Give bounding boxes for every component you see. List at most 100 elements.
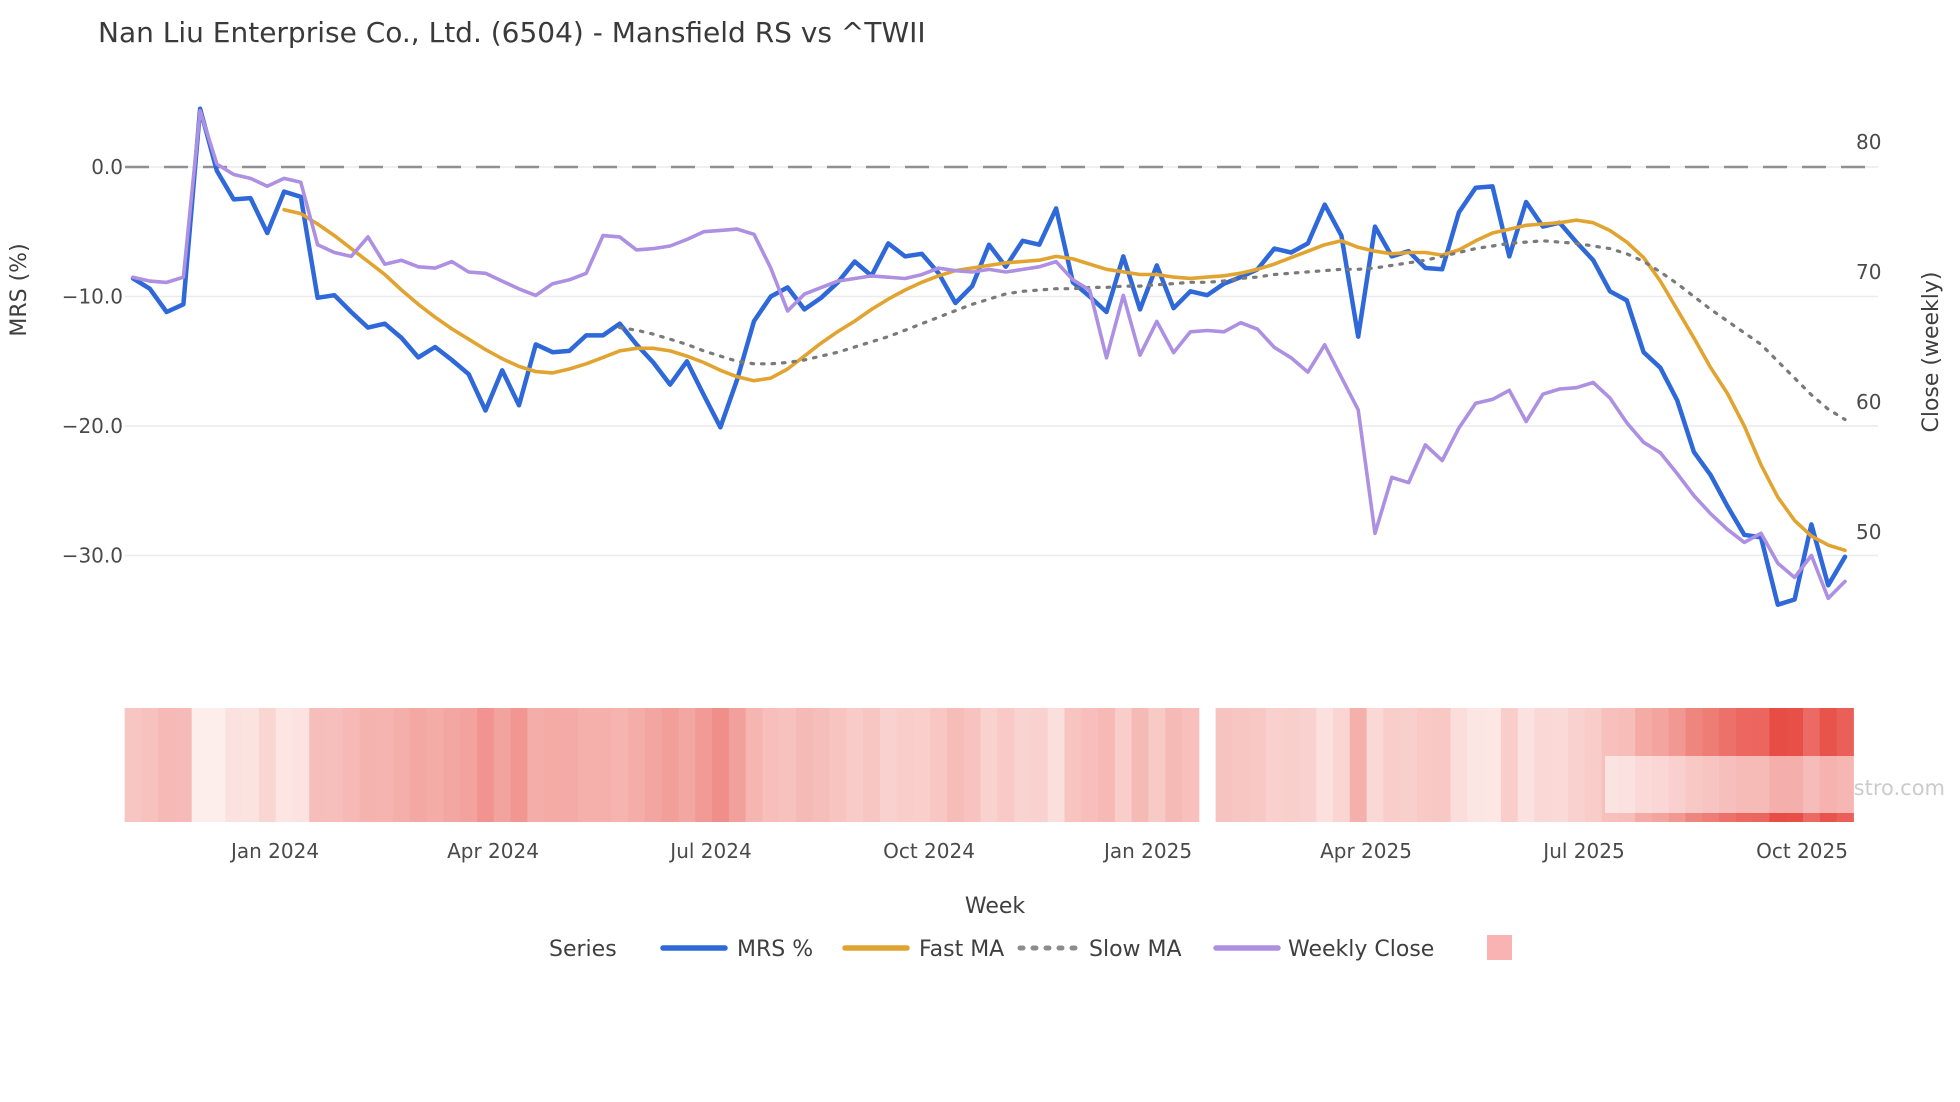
chart-title: Nan Liu Enterprise Co., Ltd. (6504) - Ma… (98, 16, 926, 49)
heatmap-cell (1232, 708, 1250, 822)
heatmap-cell (1450, 708, 1468, 822)
heatmap-cell (594, 708, 612, 822)
heatmap-cell (1249, 708, 1267, 822)
heatmap-cell (628, 708, 646, 822)
heatmap-cell (1215, 708, 1233, 822)
heatmap-cell (796, 708, 814, 822)
left-tick-label: −10.0 (62, 285, 123, 309)
heatmap-cell (1282, 708, 1300, 822)
heatmap-cell (712, 708, 730, 822)
legend-swatch-heatmap (1487, 935, 1512, 960)
heatmap-cell (342, 708, 361, 822)
heatmap-cell (947, 708, 965, 822)
x-tick-label: Jul 2025 (1541, 839, 1624, 863)
left-tick-label: −20.0 (62, 414, 123, 438)
axis-tick-labels: 0.0 −10.0 −20.0 −30.0 80 70 60 50 Jan 2024 Apr 20… (62, 130, 1882, 863)
right-tick-label: 60 (1856, 390, 1881, 414)
heatmap-cell (1467, 708, 1485, 822)
heatmap-cell (359, 708, 377, 822)
right-tick-label: 80 (1856, 130, 1881, 154)
heatmap-cell (1114, 708, 1133, 822)
series-line-mrs- (130, 106, 1848, 607)
heatmap-cell (611, 708, 629, 822)
heatmap-cell (225, 708, 243, 822)
heatmap-cell (1182, 708, 1200, 822)
x-tick-label: Apr 2025 (1320, 839, 1412, 863)
heatmap-cell (141, 708, 159, 822)
legend-row: MRS % Fast MA Slow MA Weekly Close (660, 935, 1512, 962)
heatmap-cell (1551, 708, 1569, 822)
legend-item-label: Weekly Close (1288, 937, 1434, 962)
left-axis-title: MRS (%) (7, 243, 32, 336)
legend-item-label: Slow MA (1089, 937, 1182, 962)
series-line-slow-ma (618, 239, 1847, 422)
heatmap-cell (1265, 708, 1284, 822)
x-tick-label: Oct 2024 (883, 839, 975, 863)
heatmap-cell (544, 708, 562, 822)
heatmap-cell (477, 708, 495, 822)
x-tick-label: Oct 2025 (1756, 839, 1848, 863)
heatmap-cell (1131, 708, 1149, 822)
heatmap-cell (930, 708, 948, 822)
x-tick-label: Jan 2025 (1102, 839, 1192, 863)
right-tick-label: 70 (1856, 260, 1881, 284)
heatmap-cell (1349, 708, 1368, 822)
heatmap-cell (1316, 708, 1334, 822)
heatmap-cell (812, 708, 831, 822)
legend-item-label: Fast MA (919, 937, 1004, 962)
heatmap-cell (1299, 708, 1317, 822)
heatmap-cell (963, 708, 982, 822)
heatmap-cell (409, 708, 428, 822)
heatmap-cell (896, 708, 914, 822)
gridlines (125, 165, 1878, 557)
heatmap-cell (1366, 708, 1384, 822)
right-tick-label: 50 (1856, 520, 1881, 544)
heatmap-cell (158, 708, 176, 822)
heatmap-cell (460, 708, 478, 822)
heatmap-cell (745, 708, 763, 822)
heatmap-cell (779, 708, 797, 822)
x-tick-label: Apr 2024 (447, 839, 539, 863)
heatmap-cell (510, 708, 528, 822)
heatmap-cell (1517, 708, 1535, 822)
heatmap-cell (309, 708, 327, 822)
x-tick-label: Jul 2024 (668, 839, 751, 863)
series-line-weekly-close (131, 109, 1847, 601)
heatmap-cell (1500, 708, 1519, 822)
heatmap-cell (1568, 708, 1586, 822)
left-tick-label: −30.0 (62, 544, 123, 568)
series-line-fast-ma (282, 207, 1847, 553)
heatmap-cell (1014, 708, 1032, 822)
heatmap-cell (493, 708, 512, 822)
heatmap-cell (577, 708, 596, 822)
series-lines (130, 106, 1848, 607)
heatmap-cell (829, 708, 847, 822)
heatmap-cell (258, 708, 277, 822)
x-axis-title: Week (965, 894, 1026, 919)
heatmap-cell (644, 708, 663, 822)
heatmap-cell (863, 708, 881, 822)
heatmap-cell (997, 708, 1015, 822)
heatmap-cell (561, 708, 579, 822)
heatmap-cell (1534, 708, 1552, 822)
heatmap-cell (1484, 708, 1502, 822)
heatmap-cell (242, 708, 260, 822)
heatmap-cell (124, 708, 142, 822)
heatmap-cell (1400, 708, 1418, 822)
heatmap-cell (1433, 708, 1452, 822)
heatmap-cell (695, 708, 713, 822)
heatmap-cell (1064, 708, 1082, 822)
legend-item-label: MRS % (737, 937, 813, 962)
heatmap-cell (275, 708, 293, 822)
left-tick-label: 0.0 (91, 155, 123, 179)
x-tick-label: Jan 2024 (229, 839, 319, 863)
heatmap-cell (1030, 708, 1049, 822)
heatmap-cell (1165, 708, 1183, 822)
heatmap-cell (208, 708, 226, 822)
legend-series-label: Series (549, 937, 617, 962)
heatmap-cell (326, 708, 344, 822)
heatmap-cell (527, 708, 545, 822)
heatmap-cell (426, 708, 444, 822)
